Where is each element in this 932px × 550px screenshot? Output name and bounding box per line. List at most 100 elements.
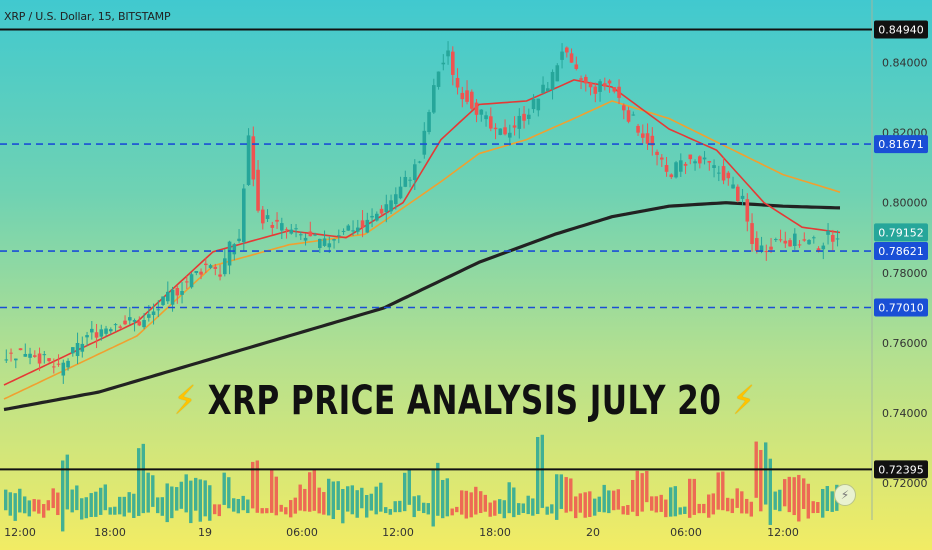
candle-body: [289, 229, 294, 234]
volume-bar: [483, 494, 487, 512]
volume-bar: [8, 492, 12, 516]
candle-body: [546, 88, 550, 91]
candle-body: [265, 215, 270, 219]
candle-body: [118, 326, 123, 328]
candle-body: [341, 230, 346, 232]
volume-bar: [13, 493, 17, 521]
volume-bar: [56, 492, 60, 516]
volume-bar: [146, 472, 150, 513]
candle-body: [541, 84, 545, 94]
volume-bar: [721, 471, 725, 511]
candle-body: [223, 258, 227, 275]
candle-body: [446, 50, 450, 57]
candle-body: [441, 62, 446, 65]
volume-bar: [673, 486, 677, 517]
volume-bar: [61, 460, 65, 532]
volume-bar: [23, 496, 27, 514]
candle-body: [755, 238, 759, 251]
candle-body: [465, 90, 469, 102]
volume-bar: [759, 449, 763, 512]
candle-body: [679, 160, 683, 172]
replay-icon[interactable]: ⚡: [834, 484, 856, 506]
candle-body: [793, 233, 797, 247]
volume-bar: [583, 492, 587, 518]
candle-body: [299, 234, 303, 236]
volume-bar: [308, 472, 312, 512]
candle-body: [740, 195, 745, 199]
volume-bar: [783, 479, 787, 507]
volume-bar: [531, 498, 535, 516]
candle-body: [28, 353, 32, 358]
candle-body: [593, 86, 598, 94]
volume-bar: [426, 503, 430, 515]
volume-bar: [716, 472, 720, 510]
volume-bar: [189, 480, 193, 524]
candle-body: [237, 238, 241, 242]
volume-bar: [431, 470, 435, 527]
x-tick-label: 18:00: [94, 526, 126, 539]
volume-bar: [327, 478, 331, 516]
candle-body: [303, 237, 308, 241]
candle-body: [531, 99, 536, 110]
volume-bar: [417, 495, 421, 511]
volume-bar: [279, 504, 283, 512]
candle-body: [636, 125, 640, 133]
candle-body: [161, 296, 165, 305]
volume-bar: [540, 434, 544, 508]
candle-body: [493, 127, 498, 130]
ma-fast-line: [3, 79, 841, 386]
candle-body: [61, 362, 66, 376]
ma-slow-line: [3, 100, 841, 400]
volume-bar: [236, 499, 240, 514]
candle-body: [151, 311, 156, 315]
candle-body: [432, 85, 436, 113]
x-tick-label: 19: [198, 526, 212, 539]
candle-body: [489, 116, 493, 129]
y-tick-label: 0.84000: [882, 56, 928, 69]
candle-body: [660, 157, 664, 160]
candle-body: [631, 114, 636, 116]
level-price-box: [874, 460, 928, 479]
volume-bar: [441, 479, 445, 519]
candle-body: [365, 219, 370, 233]
candle-body: [764, 251, 769, 253]
volume-bar: [764, 442, 768, 505]
candle-body: [104, 328, 108, 334]
volume-bar: [341, 489, 345, 524]
candle-body: [835, 238, 840, 240]
candle-body: [170, 289, 175, 305]
volume-bar: [156, 497, 160, 514]
candle-body: [527, 114, 531, 119]
candle-body: [522, 113, 526, 121]
candle-body: [574, 64, 579, 69]
candle-body: [261, 209, 265, 224]
banner-title: XRP PRICE ANALYSIS JULY 20: [207, 378, 722, 424]
volume-bar: [588, 491, 592, 517]
candle-body: [579, 78, 583, 80]
volume-bar: [422, 502, 426, 514]
candle-body: [308, 231, 313, 237]
volume-bar: [664, 499, 668, 518]
level-price-label: 0.81671: [878, 138, 924, 151]
volume-bar: [631, 479, 635, 512]
level-price-label: 0.84940: [878, 23, 924, 36]
volume-bar: [688, 478, 692, 518]
candle-body: [189, 274, 194, 288]
volume-bar: [726, 497, 730, 512]
candle-body: [232, 244, 237, 255]
volume-bar: [787, 476, 791, 513]
volume-bar: [184, 474, 188, 513]
candle-body: [603, 83, 607, 87]
volume-bar: [821, 488, 825, 518]
volume-bar: [4, 489, 8, 511]
volume-bar: [650, 496, 654, 511]
candle-body: [826, 230, 830, 235]
volume-bar: [740, 491, 744, 514]
candle-body: [498, 128, 503, 135]
candle-body: [208, 265, 213, 268]
volume-bar: [692, 478, 696, 515]
candle-body: [512, 125, 517, 128]
volume-bar: [797, 474, 801, 522]
